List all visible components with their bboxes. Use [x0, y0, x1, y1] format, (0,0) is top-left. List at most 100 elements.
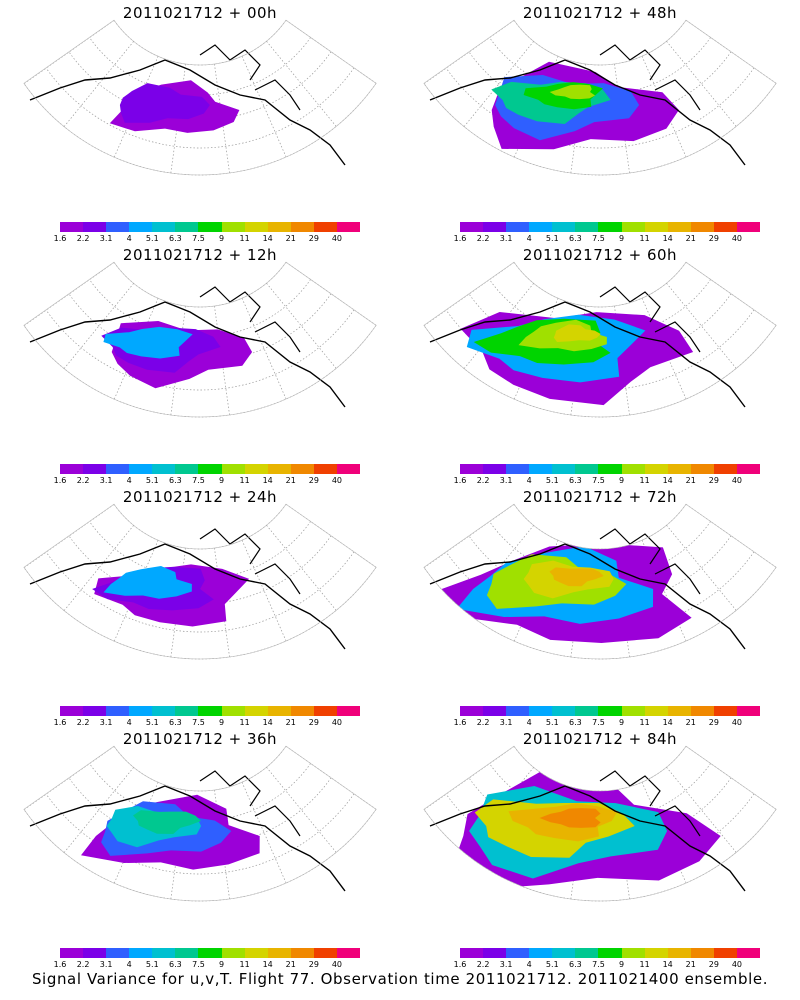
colorbar-tick-label: 29 — [708, 234, 719, 243]
colorbar-tick-label: 9 — [618, 718, 625, 727]
colorbar-tick-label: 5.1 — [145, 234, 159, 243]
panel-title: 2011021712 + 36h — [122, 730, 278, 748]
colorbar-swatch — [244, 706, 268, 716]
colorbar-tick-label: 4 — [126, 234, 132, 243]
variance-field — [81, 794, 260, 870]
colorbar-tick-label: 3.1 — [99, 476, 113, 485]
colorbar-swatch — [575, 706, 599, 716]
forecast-panel: 2011021712 + 72h 1.6 2.2 3.1 4 5.1 6.3 7.5 9 11 14… — [400, 484, 800, 727]
colorbar-tick-label: 40 — [731, 718, 743, 727]
variance-field — [454, 771, 721, 890]
colorbar-tick-label: 3.1 — [499, 234, 513, 243]
colorbar-swatch — [244, 948, 268, 958]
colorbar-tick-label: 9 — [618, 234, 625, 243]
colorbar-tick-label: 6.3 — [569, 234, 582, 243]
colorbar-tick-label: 3.1 — [499, 476, 513, 485]
colorbar-tick-label: 1.6 — [53, 234, 67, 243]
variance-contour — [133, 810, 201, 834]
map-plot — [23, 745, 377, 902]
colorbar-swatch — [644, 706, 668, 716]
colorbar-tick-label: 7.5 — [592, 234, 605, 243]
colorbar-tick-label: 9 — [618, 476, 625, 485]
colorbar-tick-label: 4 — [126, 476, 132, 485]
colorbar-swatch — [483, 706, 507, 716]
variance-field — [101, 321, 253, 389]
map-border — [23, 503, 377, 660]
colorbar-swatch — [60, 464, 84, 474]
colorbar-tick-label: 5.1 — [545, 476, 559, 485]
colorbar-swatch — [175, 464, 199, 474]
colorbar-ticks: 1.6 2.2 3.1 4 5.1 6.3 7.5 9 11 14 21 29 40 — [54, 476, 360, 486]
colorbar-tick-label: 5.1 — [145, 718, 159, 727]
colorbar-swatch — [506, 706, 530, 716]
colorbar-swatch — [152, 948, 176, 958]
colorbar-swatch — [83, 706, 107, 716]
colorbar-swatch — [221, 464, 245, 474]
coastline — [29, 785, 346, 892]
colorbar-tick-label: 29 — [308, 718, 319, 727]
colorbar-swatch — [552, 948, 576, 958]
colorbar-tick-label: 11 — [639, 476, 650, 485]
colorbar-tick-label: 40 — [331, 476, 343, 485]
colorbar-tick-label: 14 — [262, 960, 273, 969]
colorbar-tick-label: 11 — [239, 476, 250, 485]
map-border — [23, 261, 377, 418]
colorbar-ticks: 1.6 2.2 3.1 4 5.1 6.3 7.5 9 11 14 21 29 40 — [454, 960, 760, 970]
colorbar-swatch — [175, 222, 199, 232]
colorbar-swatch — [667, 948, 691, 958]
colorbar-swatch — [460, 948, 484, 958]
map-border — [23, 745, 377, 902]
colorbar-swatch — [221, 706, 245, 716]
colorbar-swatch — [198, 464, 222, 474]
colorbar-swatch — [106, 464, 130, 474]
colorbar-swatch — [506, 948, 530, 958]
variance-contour — [103, 326, 193, 359]
colorbar-swatch — [644, 948, 668, 958]
colorbar-swatch — [336, 948, 361, 958]
coastline — [599, 286, 701, 353]
colorbar-tick-label: 1.6 — [453, 718, 467, 727]
colorbar-tick-label: 29 — [308, 476, 319, 485]
forecast-panel: 2011021712 + 48h 1.6 2.2 3.1 4 5.1 6.3 7.5 9 11 14… — [400, 0, 800, 243]
colorbar-tick-label: 7.5 — [192, 718, 205, 727]
colorbar-tick-label: 5.1 — [545, 234, 559, 243]
coastline — [429, 785, 746, 892]
map-border — [423, 19, 777, 176]
coastline — [29, 543, 346, 650]
colorbar-swatch — [506, 464, 530, 474]
colorbar-swatch — [129, 464, 153, 474]
colorbar-swatch — [290, 948, 314, 958]
coastline — [429, 59, 746, 166]
map-border — [423, 745, 777, 902]
coastline — [599, 770, 701, 837]
colorbar-tick-label: 29 — [708, 718, 719, 727]
panel-title: 2011021712 + 48h — [522, 4, 678, 22]
colorbar-tick-label: 14 — [262, 718, 273, 727]
colorbar-tick-label: 14 — [662, 718, 673, 727]
colorbar-tick-label: 6.3 — [169, 234, 182, 243]
colorbar-tick-label: 29 — [308, 234, 319, 243]
colorbar-swatch — [713, 464, 737, 474]
colorbar-tick-label: 4 — [526, 234, 532, 243]
colorbar-swatch — [483, 948, 507, 958]
colorbar-tick-label: 4 — [126, 718, 132, 727]
colorbar-tick-label: 2.2 — [76, 960, 90, 969]
colorbar-tick-label: 21 — [285, 234, 296, 243]
map-plot — [23, 19, 377, 176]
map-plot — [423, 19, 777, 176]
colorbar-swatch — [129, 222, 153, 232]
map-plot — [423, 503, 777, 660]
colorbar-tick-label: 7.5 — [592, 960, 605, 969]
colorbar-swatch — [552, 222, 576, 232]
map-plot — [423, 745, 777, 902]
variance-field — [109, 80, 240, 133]
colorbar-swatch — [621, 948, 645, 958]
colorbar-swatch — [621, 464, 645, 474]
forecast-panel: 2011021712 + 24h 1.6 2.2 3.1 4 5.1 6.3 7.5 9 11 14… — [0, 484, 400, 727]
panel-title: 2011021712 + 72h — [522, 488, 678, 506]
colorbar-swatch — [598, 706, 622, 716]
colorbar-swatch — [336, 464, 361, 474]
colorbar-tick-label: 1.6 — [453, 234, 467, 243]
coastline — [599, 528, 701, 595]
colorbar-swatch — [221, 222, 245, 232]
